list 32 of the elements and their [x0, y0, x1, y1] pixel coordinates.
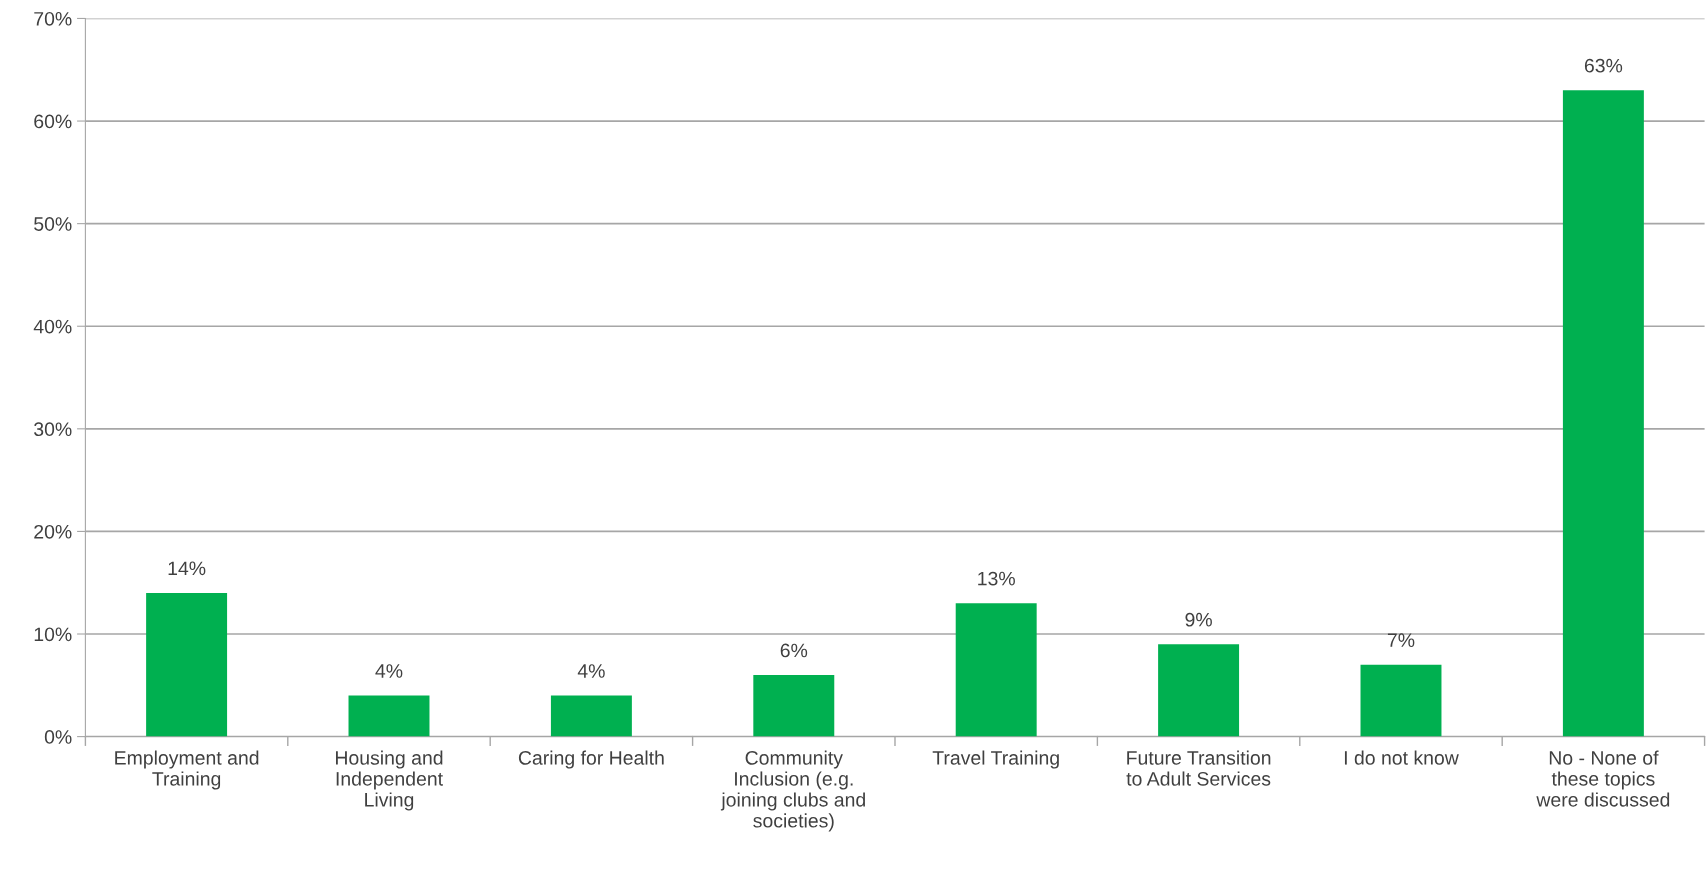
data-label: 4%: [577, 664, 605, 678]
x-tick-label: Travel Training: [932, 750, 1059, 769]
data-label: 7%: [1387, 633, 1415, 647]
y-tick-label: 40%: [33, 319, 72, 334]
y-tick-label: 60%: [34, 114, 72, 129]
x-tick-label: Caring for Health: [518, 750, 664, 769]
y-tick-label: 20%: [34, 524, 72, 539]
bar: [348, 695, 430, 737]
x-tick-label: Employment and Training: [115, 750, 259, 790]
bar: [550, 695, 632, 737]
y-tick-label: 50%: [34, 217, 72, 231]
bar: [1562, 90, 1644, 737]
data-label: 14%: [168, 561, 206, 576]
bar: [955, 603, 1037, 737]
x-tick-label: Future Transition to Adult Services: [1126, 750, 1271, 786]
data-label: 63%: [1584, 58, 1623, 73]
data-label: 6%: [780, 643, 808, 658]
bar: [753, 675, 835, 737]
y-tick-label: 0%: [44, 730, 72, 744]
bar: [146, 592, 228, 737]
x-tick-label: No - None of these topics were discussed: [1536, 750, 1670, 807]
data-label: 9%: [1185, 612, 1212, 627]
x-tick-label: Community Inclusion (e.g. joining clubs and societies): [720, 750, 865, 832]
y-tick-label: 10%: [34, 627, 72, 642]
data-label: 13%: [978, 571, 1015, 586]
y-tick-label: 30%: [34, 422, 72, 437]
data-label: 4%: [375, 664, 403, 678]
x-tick-label: I do not know: [1344, 750, 1459, 765]
y-tick-label: 70%: [34, 11, 72, 26]
bar: [1360, 664, 1442, 737]
x-tick-label: Housing and Independent Living: [336, 750, 443, 811]
bar: [1158, 644, 1240, 737]
